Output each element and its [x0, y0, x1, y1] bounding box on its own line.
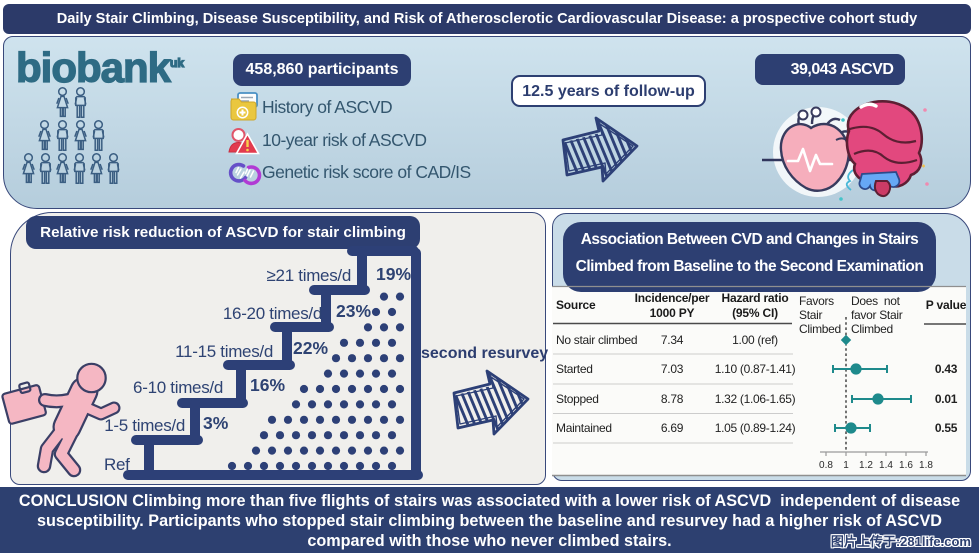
svg-text:1.8: 1.8: [919, 460, 933, 471]
svg-text:1.4: 1.4: [879, 460, 893, 471]
svg-text:1.6: 1.6: [899, 460, 913, 471]
svg-text:1.2: 1.2: [859, 460, 873, 471]
svg-text:0.8: 0.8: [819, 460, 833, 471]
svg-text:1: 1: [843, 460, 849, 471]
